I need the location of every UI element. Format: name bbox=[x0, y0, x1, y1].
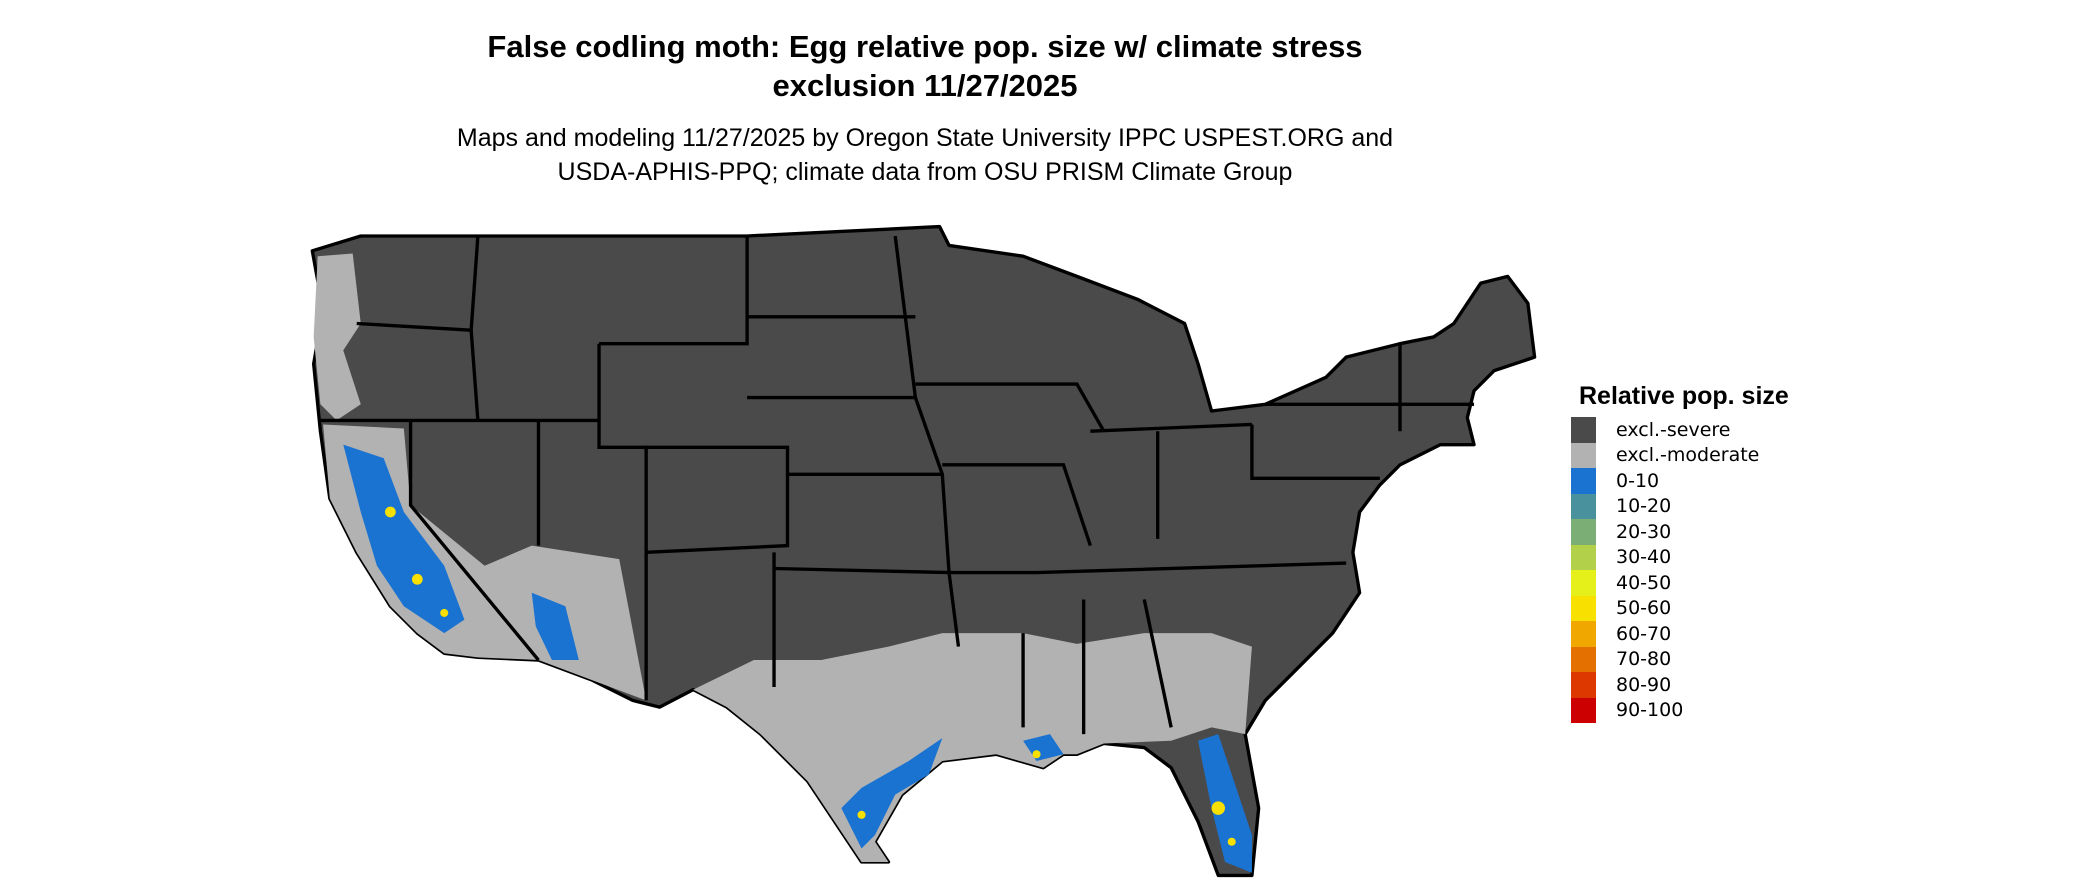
map-title-line1: False codling moth: Egg relative pop. si… bbox=[487, 29, 1363, 64]
legend-item: 70-80 bbox=[1571, 646, 1789, 672]
legend-label: 50-60 bbox=[1616, 597, 1672, 620]
legend-label: 80-90 bbox=[1616, 673, 1672, 696]
legend-item: 40-50 bbox=[1571, 570, 1789, 596]
legend-item: 0-10 bbox=[1571, 468, 1789, 494]
legend-label: excl.-moderate bbox=[1616, 444, 1760, 467]
subtitle-line2: USDA-APHIS-PPQ; climate data from OSU PR… bbox=[557, 158, 1293, 186]
legend-label: 40-50 bbox=[1616, 571, 1672, 594]
legend-label: 60-70 bbox=[1616, 622, 1672, 645]
legend-item: 80-90 bbox=[1571, 672, 1789, 698]
legend-swatch bbox=[1571, 697, 1596, 723]
legend-label: 0-10 bbox=[1616, 469, 1660, 492]
legend-item: 30-40 bbox=[1571, 544, 1789, 570]
legend-label: excl.-severe bbox=[1616, 418, 1731, 441]
legend-label: 90-100 bbox=[1616, 699, 1684, 722]
legend-swatch bbox=[1571, 519, 1596, 545]
legend-item: 50-60 bbox=[1571, 595, 1789, 621]
legend-label: 70-80 bbox=[1616, 648, 1672, 671]
legend: Relative pop. size excl.-severe excl.-mod… bbox=[1571, 382, 1789, 723]
legend-label: 10-20 bbox=[1616, 495, 1672, 518]
suitable-areas-50-60 bbox=[385, 506, 1236, 846]
legend-swatch bbox=[1571, 672, 1596, 698]
legend-swatch bbox=[1571, 468, 1596, 494]
conus-severe-exclusion bbox=[310, 224, 1537, 878]
legend-item: 20-30 bbox=[1571, 519, 1789, 545]
legend-swatch bbox=[1571, 442, 1596, 468]
legend-swatch bbox=[1571, 570, 1596, 596]
legend-swatch bbox=[1571, 595, 1596, 621]
legend-item: excl.-severe bbox=[1571, 417, 1789, 443]
legend-swatch bbox=[1571, 646, 1596, 672]
legend-title: Relative pop. size bbox=[1579, 382, 1789, 410]
legend-item: 60-70 bbox=[1571, 621, 1789, 647]
legend-swatch bbox=[1571, 493, 1596, 519]
legend-label: 20-30 bbox=[1616, 520, 1672, 543]
legend-swatch bbox=[1571, 417, 1596, 443]
legend-item: 10-20 bbox=[1571, 493, 1789, 519]
subtitle-line1: Maps and modeling 11/27/2025 by Oregon S… bbox=[456, 124, 1394, 152]
map-title-line2: exclusion 11/27/2025 bbox=[772, 68, 1078, 103]
legend-swatch bbox=[1571, 544, 1596, 570]
legend-label: 30-40 bbox=[1616, 546, 1672, 569]
legend-item: 90-100 bbox=[1571, 697, 1789, 723]
state-boundaries bbox=[320, 235, 1475, 735]
legend-swatch bbox=[1571, 621, 1596, 647]
legend-item: excl.-moderate bbox=[1571, 442, 1789, 468]
